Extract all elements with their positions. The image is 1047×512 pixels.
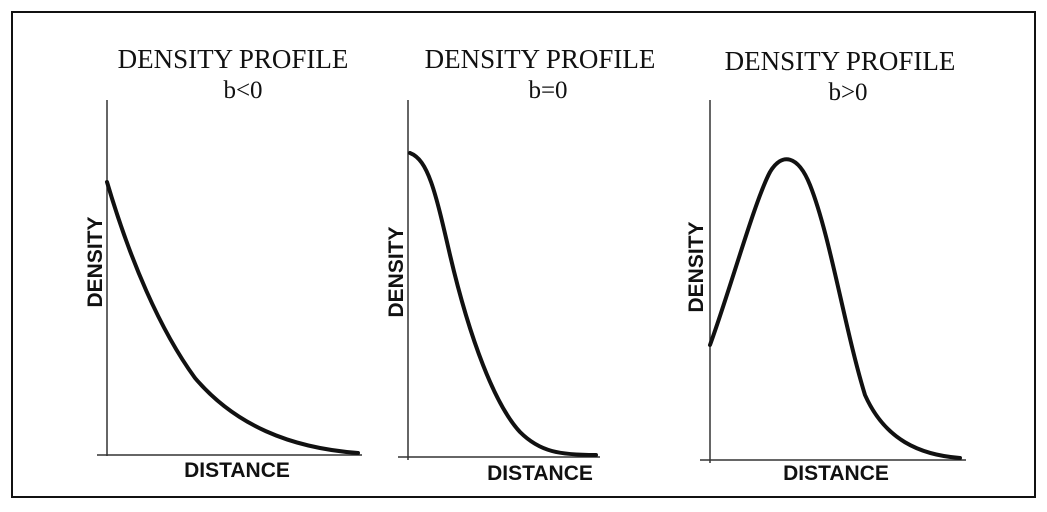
panel-title: DENSITY PROFILE bbox=[725, 46, 956, 76]
panel: DENSITY PROFILE b>0 DENSITY DISTANCE bbox=[685, 46, 966, 485]
x-axis-label: DISTANCE bbox=[783, 462, 889, 485]
frame bbox=[11, 11, 1036, 498]
curve bbox=[708, 157, 962, 460]
y-axis-label: DENSITY bbox=[84, 216, 107, 307]
x-axis-label: DISTANCE bbox=[487, 462, 593, 485]
panel-subtitle: b=0 bbox=[528, 77, 567, 104]
panel: DENSITY PROFILE b=0 DENSITY DISTANCE bbox=[385, 44, 655, 485]
x-axis-label: DISTANCE bbox=[184, 459, 290, 482]
curve bbox=[105, 180, 360, 455]
panel-title: DENSITY PROFILE bbox=[425, 44, 656, 74]
panel-title: DENSITY PROFILE bbox=[118, 44, 349, 74]
curve bbox=[408, 151, 598, 457]
panel: DENSITY PROFILE b<0 DENSITY DISTANCE bbox=[84, 44, 362, 482]
panel-subtitle: b<0 bbox=[223, 77, 262, 104]
panel-subtitle: b>0 bbox=[828, 79, 867, 106]
y-axis-label: DENSITY bbox=[685, 221, 708, 312]
y-axis-label: DENSITY bbox=[385, 226, 408, 317]
